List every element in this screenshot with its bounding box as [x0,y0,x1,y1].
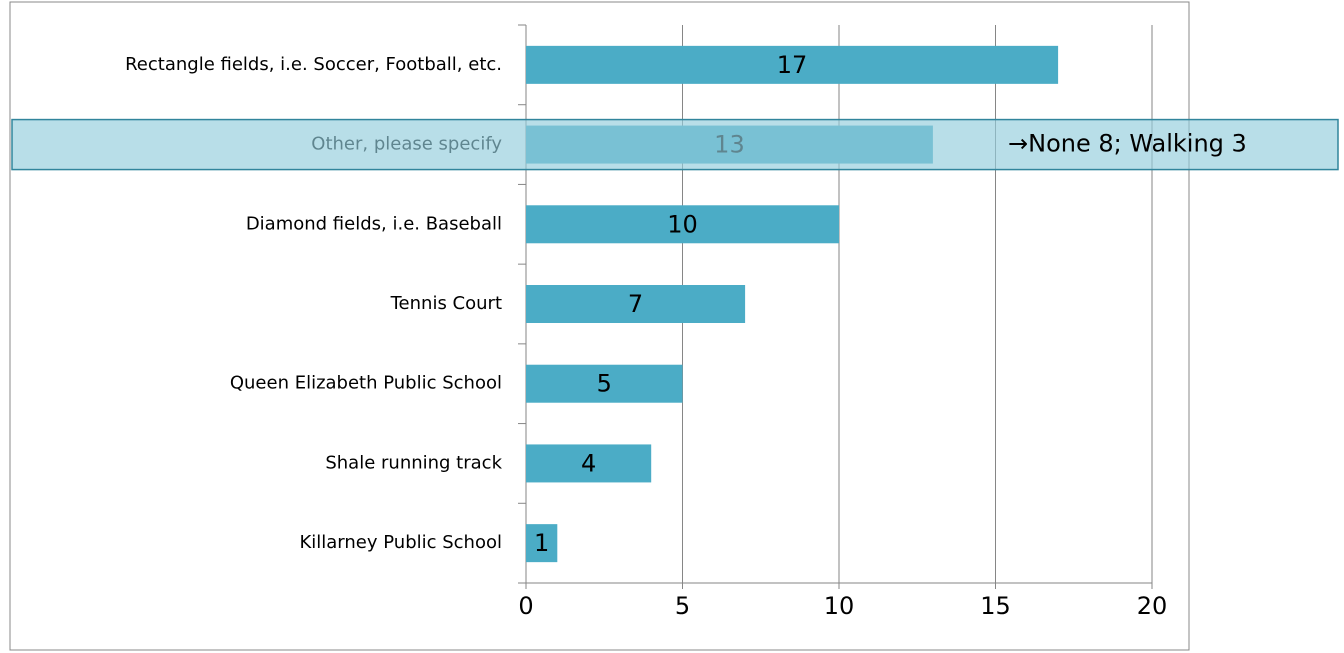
data-label: 4 [581,449,596,477]
y-tick-label: Diamond fields, i.e. Baseball [246,213,502,234]
data-label: 17 [777,51,808,79]
x-tick-label: 0 [518,592,533,620]
x-tick-label: 15 [980,592,1011,620]
annotation: →None 8; Walking 3 [1008,130,1247,158]
x-tick-label: 20 [1137,592,1168,620]
data-label: 10 [667,210,698,238]
data-label: 5 [597,370,612,398]
bar [526,444,652,483]
y-tick-label: Killarney Public School [299,532,502,553]
y-tick-label: Shale running track [325,452,502,473]
bar [526,45,1059,84]
x-tick-label: 5 [675,592,690,620]
y-tick-label: Queen Elizabeth Public School [230,373,502,394]
highlight-box [11,118,1339,171]
x-tick-label: 10 [824,592,855,620]
data-label: 7 [628,290,643,318]
data-label: 1 [534,529,549,557]
y-tick-label: Tennis Court [390,293,502,314]
bar [526,364,683,403]
chart-border [9,1,1190,651]
bar [526,285,746,323]
bar [526,205,839,244]
bar [526,524,558,563]
y-tick-label: Rectangle fields, i.e. Soccer, Football,… [125,54,502,75]
